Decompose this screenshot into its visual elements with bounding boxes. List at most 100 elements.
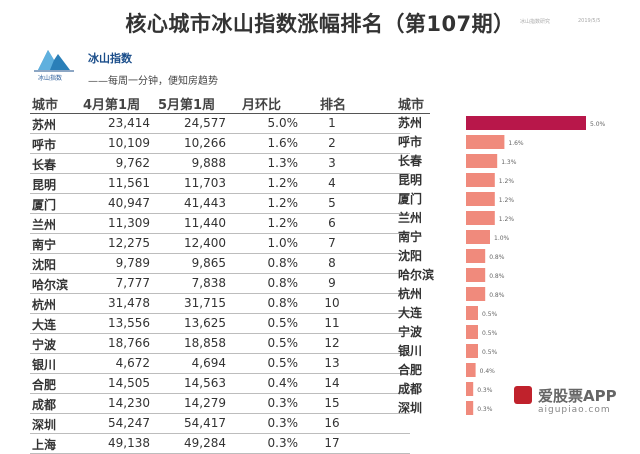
bar bbox=[466, 382, 474, 396]
data-label: 0.8% bbox=[489, 292, 505, 299]
col-city: 城市 bbox=[32, 98, 59, 113]
bar bbox=[466, 325, 478, 339]
date-note: 2019/5/5 bbox=[578, 18, 601, 24]
bar bbox=[466, 211, 495, 225]
table-row: 哈尔滨 7,777 7,838 0.8% 9 bbox=[30, 274, 410, 294]
cell-apr: 14,505 bbox=[108, 376, 150, 390]
cell-city: 兰州 bbox=[32, 218, 57, 232]
cell-city: 合肥 bbox=[32, 378, 57, 392]
cell-mom: 1.3% bbox=[267, 156, 299, 170]
cell-mom: 1.2% bbox=[267, 216, 299, 230]
cell-mom: 1.6% bbox=[267, 136, 299, 150]
cell-rank: 8 bbox=[328, 256, 336, 270]
cell-apr: 31,478 bbox=[108, 296, 150, 310]
table-row: 厦门 40,947 41,443 1.2% 5 bbox=[30, 194, 410, 214]
cell-mom: 5.0% bbox=[267, 116, 299, 130]
bar bbox=[466, 230, 490, 244]
cell-rank: 12 bbox=[324, 336, 340, 350]
bar bbox=[466, 116, 586, 130]
cell-may: 7,838 bbox=[191, 276, 226, 290]
table-row: 宁波 18,766 18,858 0.5% 12 bbox=[30, 334, 410, 354]
cell-apr: 11,309 bbox=[108, 216, 150, 230]
bar bbox=[466, 306, 478, 320]
bar bbox=[466, 192, 495, 206]
category-label: 长春 bbox=[398, 153, 423, 168]
cell-mom: 0.8% bbox=[267, 296, 299, 310]
cell-apr: 12,275 bbox=[108, 236, 150, 250]
cell-city: 上海 bbox=[32, 438, 57, 452]
bar bbox=[466, 401, 474, 415]
data-label: 0.5% bbox=[482, 349, 498, 356]
brand-slogan: ——每周一分钟，便知房趋势 bbox=[88, 76, 218, 87]
col-mom: 月环比 bbox=[242, 98, 282, 113]
cell-city: 呼市 bbox=[32, 138, 57, 152]
cell-apr: 18,766 bbox=[108, 336, 150, 350]
bar bbox=[466, 287, 486, 301]
cell-city: 南宁 bbox=[32, 238, 57, 252]
category-label: 沈阳 bbox=[398, 248, 422, 263]
category-label: 合肥 bbox=[398, 362, 422, 377]
cell-apr: 13,556 bbox=[108, 316, 150, 330]
cell-may: 31,715 bbox=[184, 296, 226, 310]
cell-rank: 15 bbox=[324, 396, 340, 410]
data-label: 0.4% bbox=[480, 368, 496, 375]
category-label: 厦门 bbox=[398, 191, 422, 206]
watermark-text: 爱股票APP bbox=[538, 387, 617, 405]
table-row: 苏州 23,414 24,577 5.0% 1 bbox=[30, 114, 410, 134]
cell-city: 厦门 bbox=[32, 198, 57, 212]
bar bbox=[466, 249, 486, 263]
data-label: 0.3% bbox=[477, 406, 493, 413]
cell-rank: 7 bbox=[328, 236, 336, 250]
watermark-url: aigupiao.com bbox=[538, 405, 611, 415]
table-row: 大连 13,556 13,625 0.5% 11 bbox=[30, 314, 410, 334]
table-row: 昆明 11,561 11,703 1.2% 4 bbox=[30, 174, 410, 194]
category-label: 兰州 bbox=[398, 210, 422, 225]
cell-apr: 49,138 bbox=[108, 436, 150, 450]
cell-rank: 2 bbox=[328, 136, 336, 150]
cell-rank: 14 bbox=[324, 376, 340, 390]
cell-mom: 0.5% bbox=[267, 356, 299, 370]
cell-city: 杭州 bbox=[32, 298, 57, 312]
data-label: 1.2% bbox=[499, 197, 515, 204]
cell-may: 11,703 bbox=[184, 176, 226, 190]
cell-rank: 11 bbox=[324, 316, 340, 330]
cell-may: 12,400 bbox=[184, 236, 226, 250]
logo-tagline: 冰山指数 bbox=[38, 75, 63, 82]
bar bbox=[466, 363, 476, 377]
cell-city: 哈尔滨 bbox=[32, 278, 69, 292]
cell-city: 长春 bbox=[32, 158, 57, 172]
bar bbox=[466, 173, 495, 187]
data-label: 0.5% bbox=[482, 330, 498, 337]
col-april-week1: 4月第1周 bbox=[83, 98, 141, 113]
bar bbox=[466, 344, 478, 358]
col-may-week1: 5月第1周 bbox=[158, 98, 216, 113]
cell-city: 苏州 bbox=[32, 118, 57, 132]
cell-may: 41,443 bbox=[184, 196, 226, 210]
data-label: 1.0% bbox=[494, 235, 510, 242]
category-label: 哈尔滨 bbox=[398, 267, 434, 282]
source-note: 冰山指数研究 bbox=[520, 19, 551, 25]
category-label: 昆明 bbox=[398, 173, 422, 187]
cell-may: 4,694 bbox=[191, 356, 226, 370]
cell-mom: 0.5% bbox=[267, 316, 299, 330]
table-row: 合肥 14,505 14,563 0.4% 14 bbox=[30, 374, 410, 394]
bar bbox=[466, 135, 505, 149]
category-label: 成都 bbox=[398, 381, 422, 396]
iceberg-logo-icon bbox=[34, 50, 74, 72]
cell-apr: 11,561 bbox=[108, 176, 150, 190]
cell-city: 沈阳 bbox=[32, 258, 57, 272]
table-row: 南宁 12,275 12,400 1.0% 7 bbox=[30, 234, 410, 254]
cell-apr: 9,762 bbox=[115, 156, 150, 170]
table-row: 上海 49,138 49,284 0.3% 17 bbox=[30, 434, 410, 454]
table-row: 兰州 11,309 11,440 1.2% 6 bbox=[30, 214, 410, 234]
cell-may: 18,858 bbox=[184, 336, 226, 350]
table-row: 成都 14,230 14,279 0.3% 15 bbox=[30, 394, 410, 414]
table-row: 银川 4,672 4,694 0.5% 13 bbox=[30, 354, 410, 374]
bar bbox=[466, 154, 498, 168]
category-label: 杭州 bbox=[398, 286, 422, 301]
category-label: 深圳 bbox=[398, 400, 422, 415]
data-label: 0.5% bbox=[482, 311, 498, 318]
data-label: 1.2% bbox=[499, 178, 515, 185]
bar bbox=[466, 268, 486, 282]
table-row: 长春 9,762 9,888 1.3% 3 bbox=[30, 154, 410, 174]
